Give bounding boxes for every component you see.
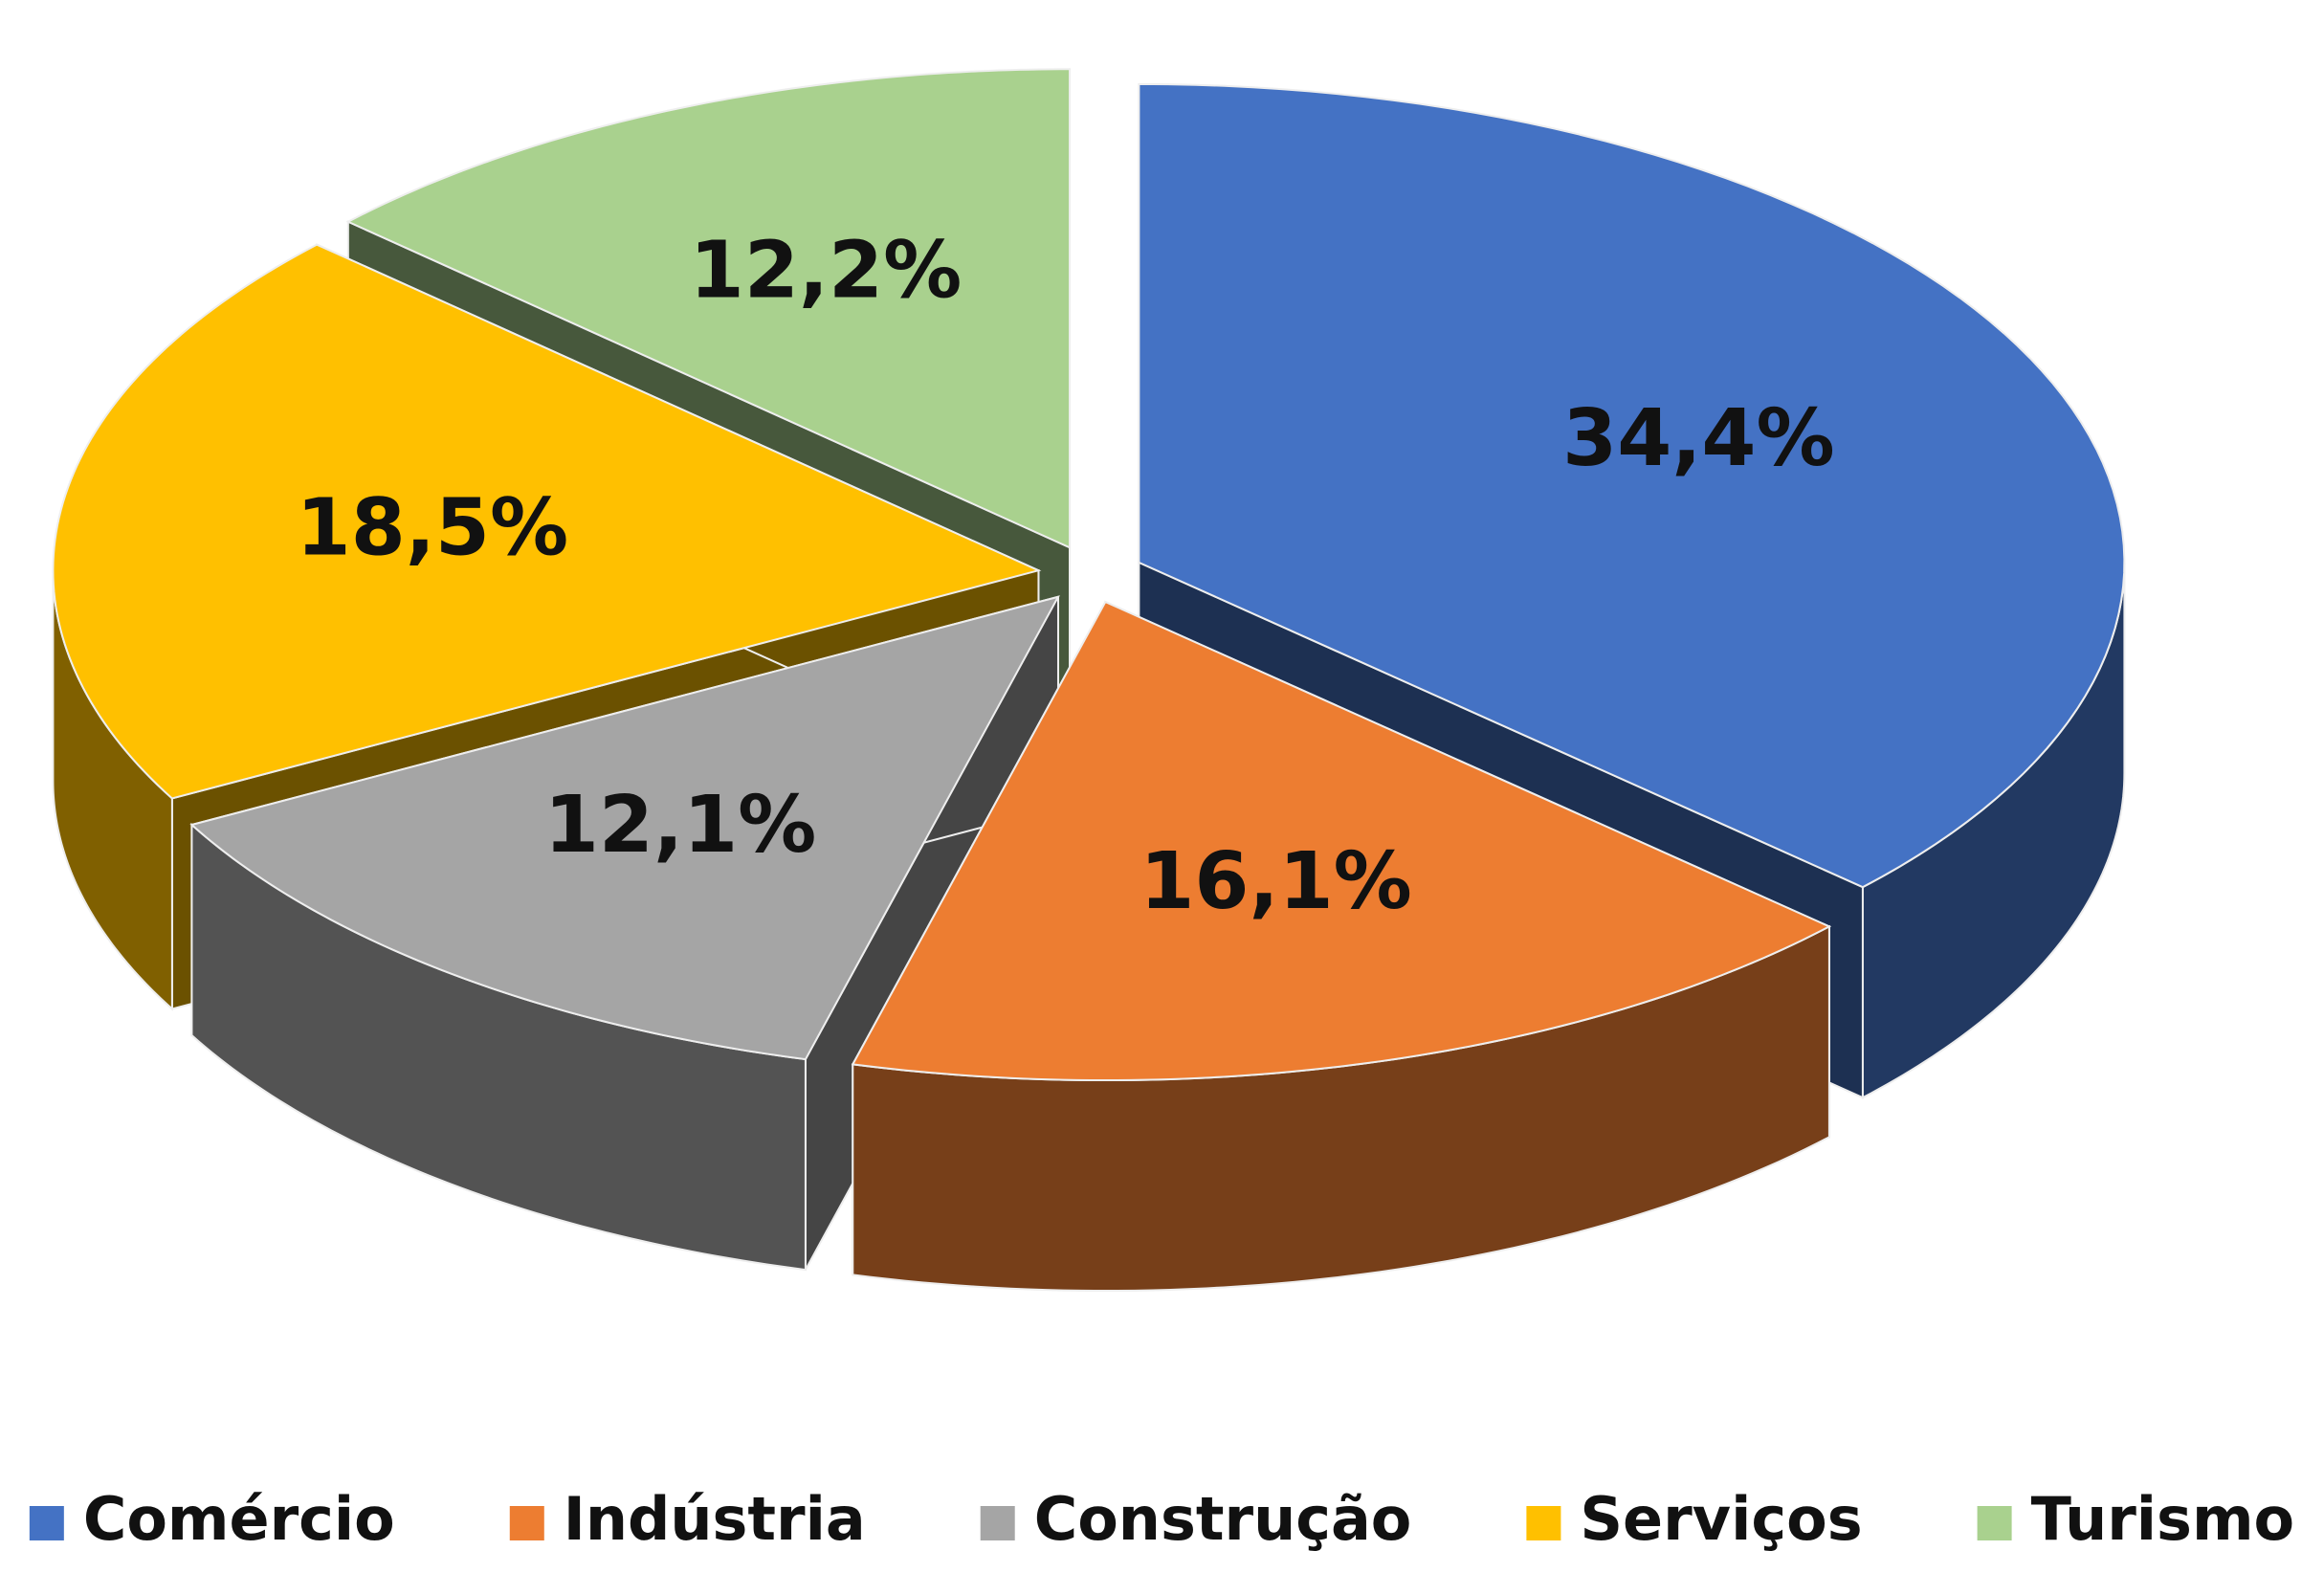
slice-top — [189, 595, 1060, 1061]
data-label: 18,5% — [297, 483, 568, 574]
data-label: 12,1% — [544, 780, 816, 871]
data-label: 34,4% — [1562, 393, 1834, 484]
legend-item: Comércio — [29, 1484, 395, 1554]
data-label: 12,2% — [690, 226, 962, 317]
legend-label: Construção — [1034, 1484, 1412, 1554]
legend-swatch — [29, 1506, 64, 1540]
slice-top — [1138, 82, 2126, 889]
data-label: 16,1% — [1140, 836, 1411, 927]
slice-top — [851, 600, 1832, 1082]
legend-item: Serviços — [1526, 1484, 1863, 1554]
legend-label: Indústria — [564, 1484, 866, 1554]
legend-label: Serviços — [1580, 1484, 1862, 1554]
legend-swatch — [980, 1506, 1015, 1540]
slice — [851, 600, 1832, 1293]
legend-item: Construção — [980, 1484, 1412, 1554]
legend-swatch — [1526, 1506, 1561, 1540]
legend-swatch — [509, 1506, 544, 1540]
slice-top — [345, 68, 1072, 549]
legend-label: Turismo — [2031, 1484, 2295, 1554]
legend-swatch — [1977, 1506, 2012, 1540]
slice-top — [52, 243, 1042, 800]
legend-item: Turismo — [1977, 1484, 2295, 1554]
legend-label: Comércio — [83, 1484, 395, 1554]
legend-item: Indústria — [509, 1484, 866, 1554]
